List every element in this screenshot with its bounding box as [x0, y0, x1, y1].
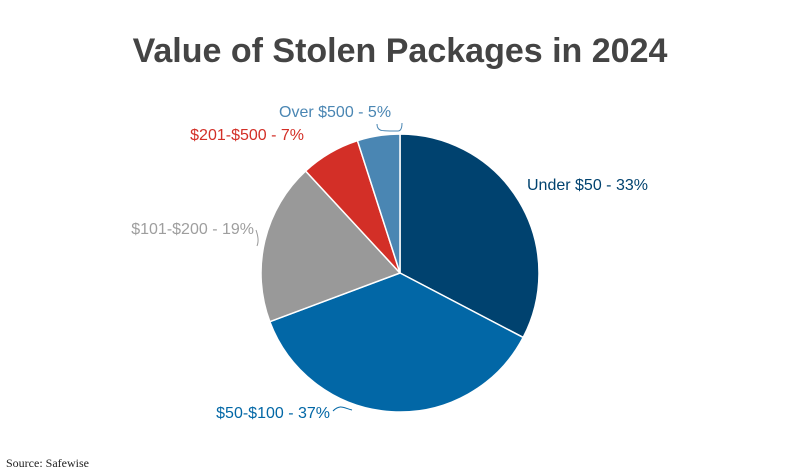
label-leader-line [376, 122, 403, 132]
pie-slice-under-50 [399, 133, 540, 339]
label-leader-line [255, 229, 259, 247]
chart-title: Value of Stolen Packages in 2024 [132, 32, 668, 70]
pie-slice-101-200 [260, 170, 401, 323]
slice-data-label: $201-$500 - 7% [190, 127, 304, 144]
slice-data-label: $50-$100 - 37% [216, 405, 330, 422]
slice-data-label: Over $500 - 5% [279, 104, 391, 121]
slice-data-label: Under $50 - 33% [527, 177, 648, 194]
slice-data-label: $101-$200 - 19% [131, 221, 254, 238]
source-note: Source: Safewise [6, 456, 89, 470]
pie-slice-50-100 [269, 272, 524, 413]
pie-slice-over-500 [356, 133, 401, 274]
label-leader-line [332, 406, 353, 412]
